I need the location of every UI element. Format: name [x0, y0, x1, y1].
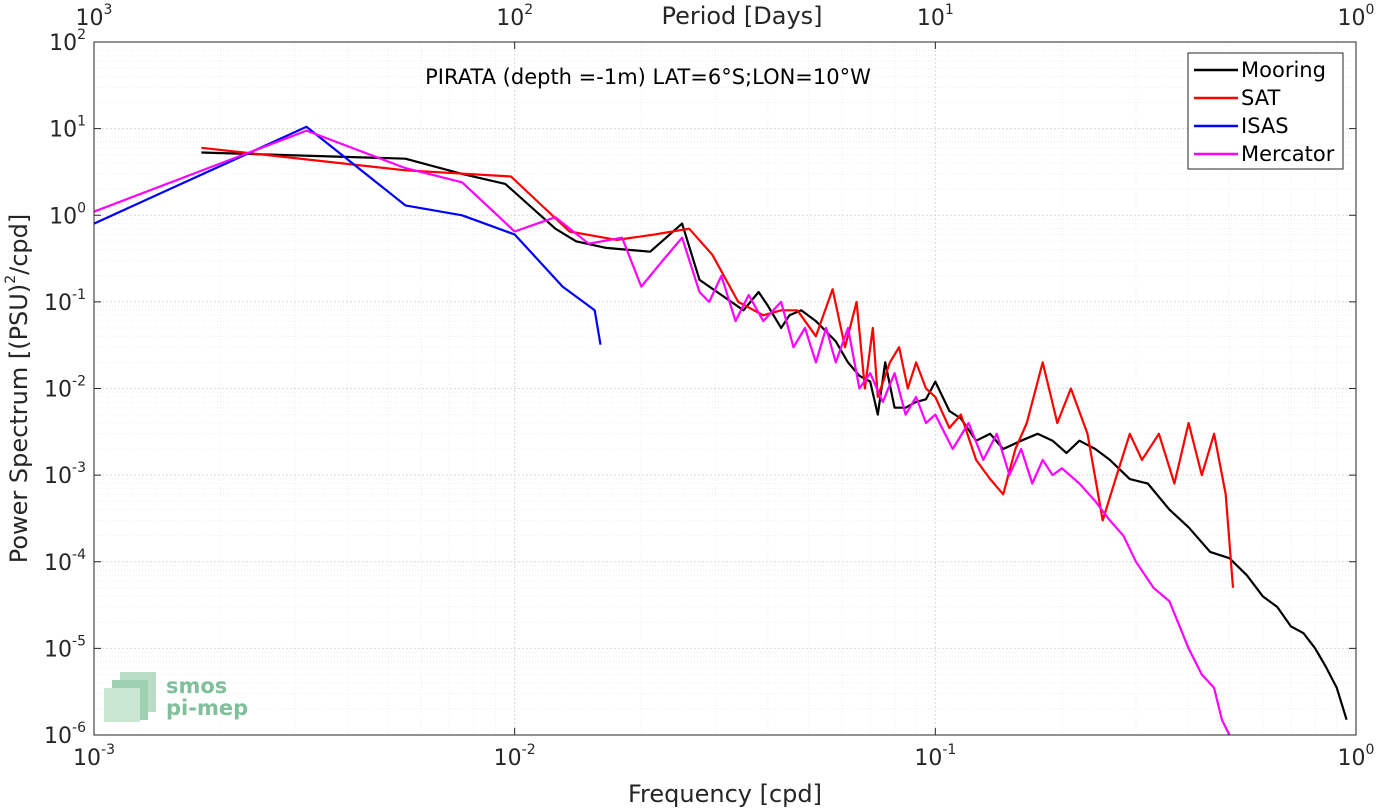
smos-pi-mep-logo: smos pi-mep: [104, 672, 248, 722]
top-tick-label-base: 10: [1338, 6, 1366, 31]
y-tick-label: 101: [49, 114, 86, 143]
legend-label-mercator: Mercator: [1241, 142, 1335, 166]
top-tick-label: 103: [76, 2, 113, 31]
legend: Mooring SAT ISAS Mercator: [1187, 52, 1344, 170]
top-tick-label-base: 10: [76, 6, 104, 31]
top-tick-label-base: 10: [917, 6, 945, 31]
x-tick-label-exp: -1: [942, 742, 956, 758]
y-axis-label-tail: /cpd]: [5, 214, 33, 275]
x-tick-label-exp: -3: [101, 742, 115, 758]
y-tick-label-base: 10: [44, 551, 72, 576]
y-tick-label-exp: -3: [72, 460, 86, 476]
logo-mark-icon: [104, 672, 156, 722]
series-line-mercator: [93, 129, 1231, 736]
x-tick-label: 10-2: [494, 742, 536, 771]
x-tick-label: 100: [1338, 742, 1375, 771]
y-tick-label: 10-3: [44, 460, 86, 489]
top-tick-label-exp: 3: [104, 2, 113, 18]
legend-label-isas: ISAS: [1241, 114, 1289, 138]
y-tick-label-exp: -5: [72, 633, 86, 649]
y-tick-label-base: 10: [49, 31, 77, 56]
top-tick-label: 102: [496, 2, 533, 31]
series-line-mooring: [201, 151, 1348, 721]
x-tick-label: 10-3: [73, 742, 115, 771]
y-tick-label-exp: -6: [72, 720, 86, 736]
grid: [93, 42, 1356, 736]
y-tick-label-exp: 0: [77, 200, 86, 216]
y-tick-label-exp: 2: [77, 27, 86, 43]
y-tick-label-base: 10: [44, 637, 72, 662]
y-axis-label-main: Power Spectrum [(PSU): [5, 284, 33, 563]
y-tick-label-exp: -2: [72, 374, 86, 390]
y-tick-label-exp: 1: [77, 114, 86, 130]
top-tick-label: 101: [917, 2, 954, 31]
top-tick-label-exp: 0: [1366, 2, 1375, 18]
logo-line1: smos: [166, 674, 227, 698]
top-axis-label: Period [Days]: [661, 2, 822, 30]
x-tick-label-exp: 0: [1366, 742, 1375, 758]
tick-group: 10-3 10-2 10-1 10010-610-510-410-310-210-11…: [44, 2, 1374, 771]
y-tick-label: 10-4: [44, 547, 86, 576]
y-tick-label: 10-2: [44, 374, 86, 403]
x-tick-label-base: 10: [1338, 746, 1366, 771]
y-tick-label-base: 10: [49, 204, 77, 229]
y-axis-label: Power Spectrum [(PSU)2/cpd]: [3, 214, 33, 564]
x-tick-label-exp: -2: [522, 742, 536, 758]
y-tick-label-exp: -1: [72, 287, 86, 303]
y-tick-label: 10-1: [44, 287, 86, 316]
legend-box: [1187, 52, 1344, 170]
logo-line2: pi-mep: [166, 696, 248, 720]
x-tick-label: 10-1: [914, 742, 956, 771]
top-tick-label-exp: 1: [945, 2, 954, 18]
y-tick-label-base: 10: [44, 724, 72, 749]
series-line-isas: [93, 125, 602, 345]
legend-label-mooring: Mooring: [1241, 58, 1326, 82]
top-tick-label-exp: 2: [524, 2, 533, 18]
y-tick-label-exp: -4: [72, 547, 86, 563]
y-tick-label: 10-5: [44, 633, 86, 662]
y-tick-label: 102: [49, 27, 86, 56]
chart-title: PIRATA (depth =-1m) LAT=6°S;LON=10°W: [425, 65, 871, 89]
top-tick-label: 100: [1338, 2, 1375, 31]
top-tick-label-base: 10: [496, 6, 524, 31]
series-group: [93, 125, 1348, 736]
y-tick-label: 10-6: [44, 720, 86, 749]
x-tick-label-base: 10: [73, 746, 101, 771]
x-axis-label: Frequency [cpd]: [628, 780, 822, 808]
y-tick-label-base: 10: [44, 291, 72, 316]
y-axis-label-sup: 2: [3, 275, 19, 284]
series-line-sat: [201, 146, 1235, 588]
y-tick-label-base: 10: [44, 378, 72, 403]
y-tick-label: 100: [49, 200, 86, 229]
x-tick-label-base: 10: [494, 746, 522, 771]
x-tick-label-base: 10: [914, 746, 942, 771]
y-tick-label-base: 10: [44, 464, 72, 489]
y-tick-label-base: 10: [49, 118, 77, 143]
legend-label-sat: SAT: [1241, 86, 1280, 110]
